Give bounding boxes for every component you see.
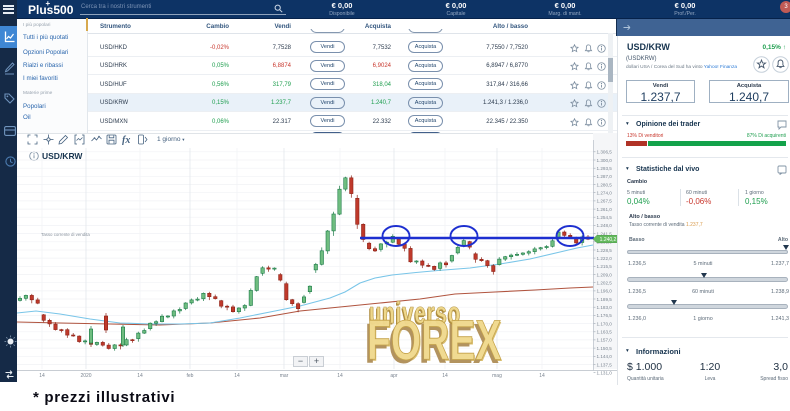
- svg-text:1.196,0: 1.196,0: [597, 289, 613, 294]
- svg-text:1.144,0: 1.144,0: [597, 354, 613, 359]
- svg-text:1.189,5: 1.189,5: [597, 297, 613, 302]
- svg-text:1.150,5: 1.150,5: [597, 346, 613, 351]
- svg-text:mar: mar: [280, 373, 289, 379]
- svg-text:1.280,5: 1.280,5: [597, 182, 613, 187]
- svg-text:14: 14: [39, 373, 45, 379]
- svg-text:14: 14: [137, 373, 143, 379]
- svg-text:1.306,5: 1.306,5: [597, 150, 613, 155]
- svg-text:1.170,0: 1.170,0: [597, 321, 613, 326]
- svg-text:1.274,0: 1.274,0: [597, 191, 613, 196]
- svg-text:1.163,5: 1.163,5: [597, 330, 613, 335]
- svg-text:apr: apr: [390, 373, 398, 379]
- svg-text:1.287,0: 1.287,0: [597, 174, 613, 179]
- svg-text:1.240,2: 1.240,2: [600, 237, 617, 243]
- svg-text:1.228,5: 1.228,5: [597, 248, 613, 253]
- svg-text:1.131,0: 1.131,0: [597, 371, 613, 376]
- svg-text:1.241,5: 1.241,5: [597, 231, 613, 236]
- svg-text:1.222,0: 1.222,0: [597, 256, 613, 261]
- svg-text:1.300,0: 1.300,0: [597, 158, 613, 163]
- svg-text:14: 14: [539, 373, 545, 379]
- svg-text:1.254,5: 1.254,5: [597, 215, 613, 220]
- svg-text:1.293,5: 1.293,5: [597, 166, 613, 171]
- svg-text:2020: 2020: [80, 373, 91, 379]
- svg-text:Tasso corrente di vendita: Tasso corrente di vendita: [41, 232, 90, 237]
- svg-text:1.261,0: 1.261,0: [597, 207, 613, 212]
- svg-text:1.202,5: 1.202,5: [597, 281, 613, 286]
- svg-text:fx: fx: [122, 135, 130, 145]
- svg-text:14: 14: [442, 373, 448, 379]
- svg-text:1.267,5: 1.267,5: [597, 199, 613, 204]
- svg-text:14: 14: [337, 373, 343, 379]
- svg-text:1.157,0: 1.157,0: [597, 338, 613, 343]
- svg-text:1.209,0: 1.209,0: [597, 272, 613, 277]
- svg-text:1.176,5: 1.176,5: [597, 313, 613, 318]
- svg-text:1.215,5: 1.215,5: [597, 264, 613, 269]
- svg-text:1.137,5: 1.137,5: [597, 362, 613, 367]
- svg-text:feb: feb: [187, 373, 194, 379]
- svg-text:1.248,0: 1.248,0: [597, 223, 613, 228]
- svg-text:mag: mag: [492, 373, 502, 379]
- svg-text:1.183,0: 1.183,0: [597, 305, 613, 310]
- svg-text:14: 14: [234, 373, 240, 379]
